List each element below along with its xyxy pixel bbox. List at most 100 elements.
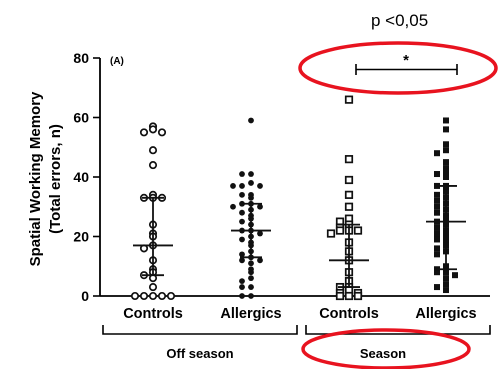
data-point bbox=[148, 161, 158, 170]
data-point bbox=[443, 117, 449, 124]
y-ticks: 0 20 40 60 80 bbox=[73, 50, 100, 304]
data-point bbox=[239, 218, 245, 225]
highlight-ellipse-significance bbox=[298, 41, 498, 95]
data-point bbox=[239, 191, 245, 198]
data-point bbox=[248, 284, 254, 290]
data-point bbox=[335, 226, 345, 235]
y-tick-label: 20 bbox=[73, 229, 89, 245]
data-point bbox=[326, 229, 336, 238]
season-bracket bbox=[305, 325, 491, 335]
data-point bbox=[239, 293, 245, 299]
data-point bbox=[248, 194, 254, 201]
data-point bbox=[248, 117, 254, 124]
data-point bbox=[443, 147, 449, 154]
data-point bbox=[443, 287, 449, 294]
data-point bbox=[344, 190, 354, 199]
data-point bbox=[130, 291, 140, 301]
x-category-label-2: Allergics bbox=[220, 306, 281, 322]
y-tick-label: 40 bbox=[73, 169, 89, 185]
data-point bbox=[166, 291, 176, 301]
panel-label: (A) bbox=[110, 56, 124, 67]
p-value-label: p <0,05 bbox=[371, 11, 429, 30]
data-point bbox=[239, 209, 245, 216]
y-tick-label: 60 bbox=[73, 110, 89, 126]
data-point bbox=[148, 146, 158, 155]
data-point bbox=[239, 284, 245, 290]
data-point bbox=[434, 209, 440, 216]
data-point bbox=[248, 293, 254, 299]
y-axis-title-line-2: (Total errors, n) bbox=[47, 124, 64, 234]
data-point bbox=[239, 171, 245, 177]
x-category-label-3: Controls bbox=[319, 306, 379, 322]
group-brackets bbox=[102, 64, 491, 335]
data-point bbox=[344, 155, 354, 164]
data-point bbox=[344, 175, 354, 185]
y-tick-label: 80 bbox=[73, 50, 89, 66]
data-point bbox=[248, 171, 254, 177]
data-point bbox=[139, 291, 149, 301]
group-label-season: Season bbox=[360, 346, 406, 361]
chart-text: (A) Spatial Working Memory (Total errors… bbox=[27, 52, 477, 361]
data-point bbox=[443, 269, 449, 276]
data-point bbox=[248, 275, 254, 282]
data-point bbox=[230, 203, 236, 210]
highlight-ellipse-season bbox=[301, 328, 471, 369]
data-point bbox=[239, 257, 245, 264]
data-point bbox=[239, 278, 245, 285]
data-point bbox=[353, 226, 363, 235]
data-point bbox=[443, 174, 449, 180]
data-point bbox=[434, 224, 440, 231]
data-point bbox=[148, 283, 158, 292]
data-point bbox=[239, 183, 245, 189]
data-point bbox=[434, 203, 440, 210]
y-axis-title-line-1: Spatial Working Memory bbox=[27, 91, 44, 266]
data-point bbox=[248, 260, 254, 267]
data-point bbox=[434, 251, 440, 258]
axes bbox=[99, 58, 490, 297]
y-tick-label: 0 bbox=[81, 288, 89, 304]
data-point bbox=[344, 291, 354, 301]
data-point bbox=[434, 269, 440, 276]
data-point bbox=[434, 197, 440, 204]
data-points bbox=[130, 95, 458, 301]
data-point bbox=[443, 281, 449, 288]
data-point bbox=[239, 251, 245, 258]
data-point bbox=[257, 230, 263, 237]
data-point bbox=[248, 269, 254, 276]
data-point bbox=[443, 159, 449, 166]
off-season-bracket bbox=[102, 325, 298, 335]
data-point bbox=[257, 183, 263, 189]
data-point bbox=[230, 183, 236, 189]
data-point bbox=[148, 125, 158, 134]
data-point bbox=[443, 275, 449, 282]
data-point bbox=[443, 141, 449, 148]
data-point bbox=[344, 95, 354, 104]
data-point bbox=[344, 202, 354, 211]
data-point bbox=[434, 245, 440, 252]
x-category-label-4: Allergics bbox=[415, 306, 476, 322]
data-point bbox=[257, 203, 263, 210]
data-point bbox=[257, 257, 263, 264]
data-point bbox=[335, 291, 345, 301]
data-point bbox=[434, 236, 440, 243]
data-point bbox=[434, 230, 440, 237]
data-point bbox=[452, 272, 458, 279]
data-point bbox=[248, 180, 254, 186]
data-point bbox=[434, 284, 440, 291]
data-point bbox=[434, 171, 440, 178]
data-point bbox=[239, 236, 245, 243]
data-point bbox=[157, 128, 167, 137]
data-point bbox=[434, 191, 440, 198]
x-category-label-1: Controls bbox=[123, 306, 183, 322]
data-point bbox=[443, 126, 449, 133]
significance-star: * bbox=[403, 52, 409, 69]
median-iqr-bars bbox=[133, 185, 466, 288]
significance-bracket bbox=[355, 64, 458, 75]
data-point bbox=[443, 168, 449, 175]
data-point bbox=[353, 291, 363, 301]
data-point bbox=[148, 291, 158, 301]
highlight-ellipses bbox=[298, 41, 498, 369]
data-point bbox=[434, 150, 440, 157]
data-point bbox=[157, 291, 167, 301]
